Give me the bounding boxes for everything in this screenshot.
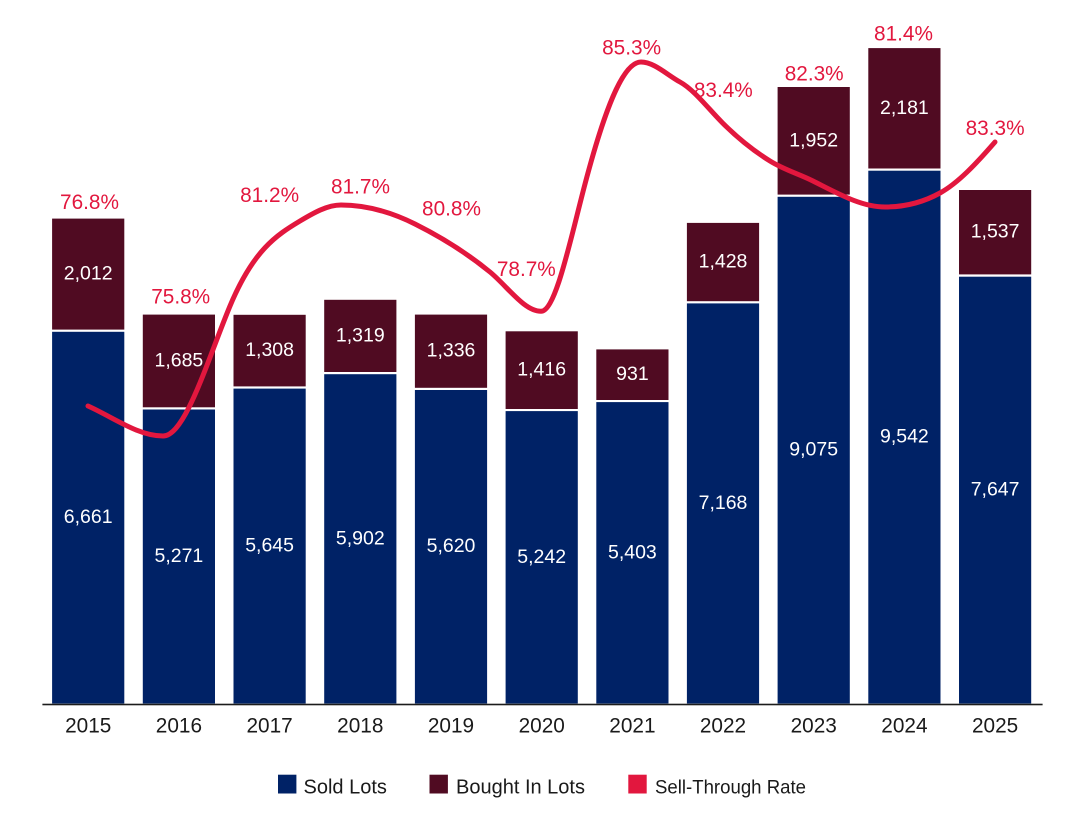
svg-text:5,403: 5,403 — [608, 541, 657, 563]
svg-text:5,242: 5,242 — [517, 546, 566, 568]
svg-text:5,645: 5,645 — [245, 535, 294, 557]
svg-text:2024: 2024 — [881, 715, 927, 738]
svg-text:76.8%: 76.8% — [60, 191, 119, 214]
svg-text:Sell-Through Rate: Sell-Through Rate — [655, 776, 806, 798]
svg-text:85.3%: 85.3% — [602, 36, 661, 59]
svg-text:1,537: 1,537 — [971, 221, 1020, 243]
svg-text:2017: 2017 — [246, 715, 292, 738]
svg-text:2018: 2018 — [337, 715, 383, 738]
svg-text:1,336: 1,336 — [427, 340, 476, 362]
svg-text:1,952: 1,952 — [789, 129, 838, 151]
svg-text:931: 931 — [616, 363, 649, 385]
svg-text:83.4%: 83.4% — [694, 79, 753, 102]
svg-text:83.3%: 83.3% — [966, 117, 1025, 140]
svg-text:82.3%: 82.3% — [785, 63, 844, 86]
svg-text:2,012: 2,012 — [64, 263, 113, 285]
svg-text:5,902: 5,902 — [336, 527, 385, 549]
svg-text:1,319: 1,319 — [336, 324, 385, 346]
svg-text:80.8%: 80.8% — [422, 197, 481, 220]
svg-text:2022: 2022 — [700, 715, 746, 738]
svg-text:1,428: 1,428 — [699, 251, 748, 273]
svg-text:75.8%: 75.8% — [151, 285, 210, 308]
svg-text:2025: 2025 — [972, 715, 1018, 738]
svg-text:2016: 2016 — [156, 715, 202, 738]
svg-text:78.7%: 78.7% — [497, 258, 556, 281]
svg-text:81.2%: 81.2% — [240, 184, 299, 207]
svg-text:2015: 2015 — [65, 715, 111, 738]
svg-text:1,685: 1,685 — [154, 349, 203, 371]
svg-text:7,168: 7,168 — [699, 492, 748, 514]
svg-text:1,308: 1,308 — [245, 339, 294, 361]
svg-text:9,542: 9,542 — [880, 426, 929, 448]
svg-text:81.7%: 81.7% — [331, 176, 390, 199]
svg-text:81.4%: 81.4% — [874, 23, 933, 46]
svg-text:2,181: 2,181 — [880, 97, 929, 119]
svg-text:5,271: 5,271 — [154, 545, 203, 567]
svg-text:Sold Lots: Sold Lots — [304, 776, 387, 798]
svg-text:9,075: 9,075 — [789, 439, 838, 461]
svg-text:2023: 2023 — [791, 715, 837, 738]
svg-text:1,416: 1,416 — [517, 359, 566, 381]
svg-text:5,620: 5,620 — [427, 535, 476, 557]
svg-text:2019: 2019 — [428, 715, 474, 738]
svg-text:6,661: 6,661 — [64, 506, 113, 528]
svg-text:2020: 2020 — [519, 715, 565, 738]
svg-text:2021: 2021 — [609, 715, 655, 738]
svg-text:Bought In Lots: Bought In Lots — [456, 776, 585, 798]
svg-text:7,647: 7,647 — [971, 479, 1020, 501]
